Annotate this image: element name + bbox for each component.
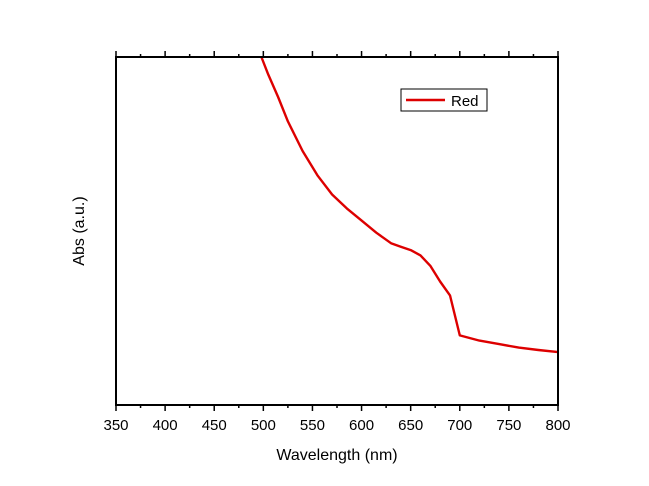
ticks-layer xyxy=(115,51,559,411)
x-tick-label: 550 xyxy=(300,417,325,434)
legend: Red xyxy=(400,88,488,112)
x-axis-title: Wavelength (nm) xyxy=(276,447,397,464)
plot-frame xyxy=(115,56,559,406)
x-tick-label: 700 xyxy=(447,417,472,434)
x-tick-label: 400 xyxy=(153,417,178,434)
x-tick-label: 500 xyxy=(251,417,276,434)
x-tick-label: 800 xyxy=(545,417,570,434)
x-tick-label: 600 xyxy=(349,417,374,434)
legend-label-red: Red xyxy=(451,93,479,110)
x-tick-label: 650 xyxy=(398,417,423,434)
x-tick-label: 750 xyxy=(496,417,521,434)
y-axis-title: Abs (a.u.) xyxy=(71,196,88,265)
x-tick-label: 450 xyxy=(202,417,227,434)
tick-labels-layer: 350 400 450 500 550 600 650 700 750 800 xyxy=(103,417,570,434)
x-tick-label: 350 xyxy=(103,417,128,434)
series-layer xyxy=(260,56,559,354)
series-line-red xyxy=(260,56,559,354)
